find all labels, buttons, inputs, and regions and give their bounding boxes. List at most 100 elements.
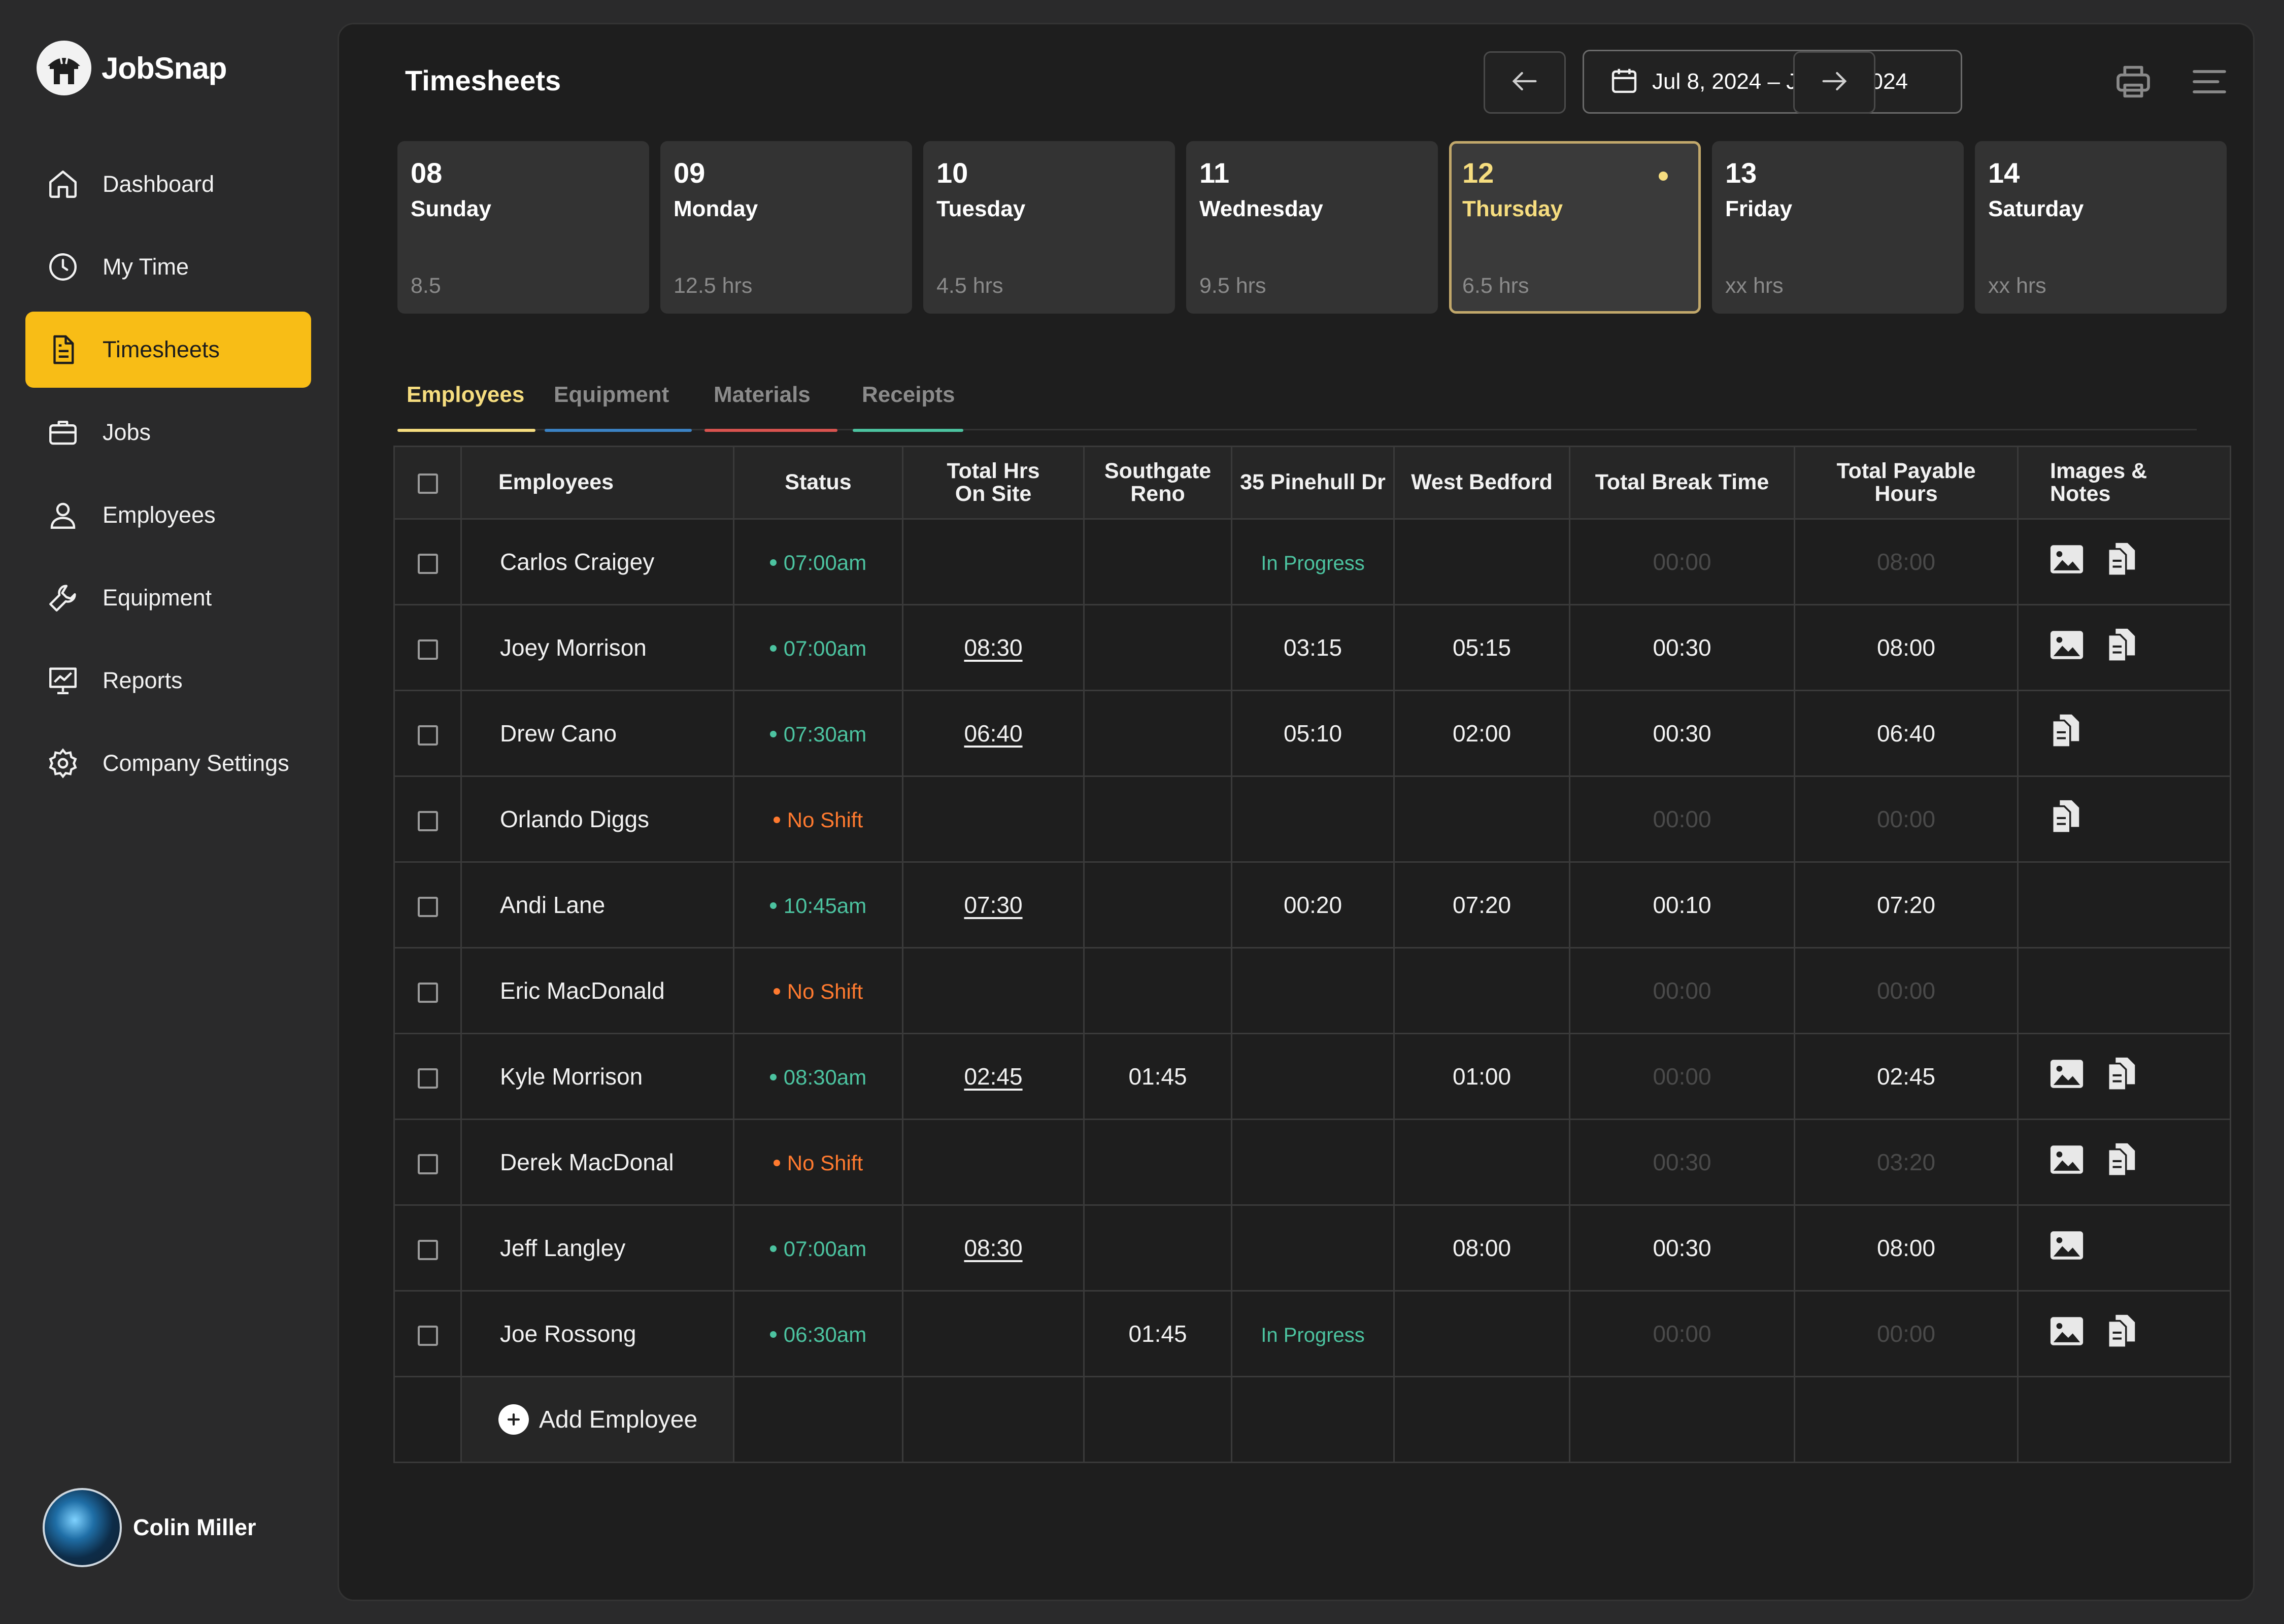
employee-name-cell[interactable]: Orlando Diggs xyxy=(460,775,734,863)
add-employee-label: Add Employee xyxy=(539,1406,698,1433)
notes-icon[interactable] xyxy=(2105,1142,2138,1183)
day-number: 11 xyxy=(1199,157,1230,189)
header-total-break[interactable]: Total Break Time xyxy=(1569,446,1795,520)
select-all-checkbox[interactable] xyxy=(417,473,438,494)
employee-name-cell[interactable]: Eric MacDonald xyxy=(460,947,734,1034)
day-card-tuesday[interactable]: 10 Tuesday 4.5 hrs xyxy=(923,141,1175,314)
table-row[interactable]: Kyle Morrison 08:30am 02:45 01:45 01:00 00:00… xyxy=(393,1033,2231,1120)
notes-icon[interactable] xyxy=(2105,1056,2138,1097)
add-employee-row: Add Employee xyxy=(393,1376,2231,1463)
sidebar-item-label: My Time xyxy=(103,254,189,280)
header-pinehull[interactable]: 35 Pinehull Dr xyxy=(1231,446,1395,520)
employee-name-cell[interactable]: Drew Cano xyxy=(460,690,734,777)
employee-name-cell[interactable]: Joe Rossong xyxy=(460,1290,734,1377)
sidebar-item-company-settings[interactable]: Company Settings xyxy=(25,725,311,801)
employee-name-cell[interactable]: Kyle Morrison xyxy=(460,1033,734,1120)
table-row[interactable]: Derek MacDonal No Shift 00:30 03:20 xyxy=(393,1119,2231,1206)
image-icon[interactable] xyxy=(2049,544,2085,581)
user-profile[interactable]: Colin Miller xyxy=(43,1488,256,1567)
sidebar-item-employees[interactable]: Employees xyxy=(25,477,311,553)
notes-icon[interactable] xyxy=(2049,713,2083,754)
row-checkbox[interactable] xyxy=(417,639,438,660)
tab-receipts[interactable]: Receipts xyxy=(853,357,963,432)
total-hrs-link[interactable]: 07:30 xyxy=(964,892,1023,918)
header-southgate[interactable]: Southgate Reno xyxy=(1083,446,1232,520)
tab-equipment[interactable]: Equipment xyxy=(545,357,692,432)
sidebar-item-equipment[interactable]: Equipment xyxy=(25,560,311,636)
notes-icon[interactable] xyxy=(2105,542,2138,583)
print-button[interactable] xyxy=(2110,60,2156,106)
total-hrs-cell[interactable]: 02:45 xyxy=(902,1033,1085,1120)
day-card-friday[interactable]: 13 Friday xx hrs xyxy=(1712,141,1964,314)
row-checkbox[interactable] xyxy=(417,982,438,1003)
row-checkbox[interactable] xyxy=(417,553,438,574)
employee-name-cell[interactable]: Andi Lane xyxy=(460,861,734,949)
status-cell: No Shift xyxy=(733,1119,903,1206)
employee-name-cell[interactable]: Carlos Craigey xyxy=(460,518,734,605)
sidebar-item-reports[interactable]: Reports xyxy=(25,642,311,719)
image-icon[interactable] xyxy=(2049,1058,2085,1095)
sidebar-item-my-time[interactable]: My Time xyxy=(25,229,311,305)
tab-employees[interactable]: Employees xyxy=(397,357,535,432)
row-checkbox[interactable] xyxy=(417,1154,438,1174)
table-row[interactable]: Andi Lane 10:45am 07:30 00:20 07:20 00:10 07:2… xyxy=(393,861,2231,949)
break-cell-value: 00:30 xyxy=(1653,720,1711,747)
table-row[interactable]: Jeff Langley 07:00am 08:30 08:00 00:30 08:00 xyxy=(393,1204,2231,1292)
employee-name-cell[interactable]: Joey Morrison xyxy=(460,604,734,691)
menu-button[interactable] xyxy=(2187,60,2232,106)
row-checkbox[interactable] xyxy=(417,1068,438,1089)
date-range-picker[interactable]: Jul 8, 2024 – Jul 14, 2024 xyxy=(1583,50,1962,114)
total-hrs-cell[interactable]: 07:30 xyxy=(902,861,1085,949)
app-logo[interactable]: JobSnap xyxy=(37,41,227,95)
table-row[interactable]: Carlos Craigey 07:00am In Progress 00:00 08:… xyxy=(393,518,2231,605)
day-card-saturday[interactable]: 14 Saturday xx hrs xyxy=(1975,141,2227,314)
employee-name-cell[interactable]: Jeff Langley xyxy=(460,1204,734,1292)
row-checkbox[interactable] xyxy=(417,896,438,917)
image-icon[interactable] xyxy=(2049,1230,2085,1267)
day-card-monday[interactable]: 09 Monday 12.5 hrs xyxy=(660,141,912,314)
day-number: 13 xyxy=(1725,157,1757,189)
header-west-bedford[interactable]: West Bedford xyxy=(1393,446,1570,520)
row-checkbox[interactable] xyxy=(417,1239,438,1260)
row-checkbox[interactable] xyxy=(417,1325,438,1346)
image-icon[interactable] xyxy=(2049,629,2085,666)
table-row[interactable]: Joey Morrison 07:00am 08:30 03:15 05:15 00:30… xyxy=(393,604,2231,691)
previous-week-button[interactable] xyxy=(1484,51,1566,114)
total-hrs-link[interactable]: 08:30 xyxy=(964,634,1023,661)
image-icon[interactable] xyxy=(2049,1315,2085,1352)
sidebar-item-dashboard[interactable]: Dashboard xyxy=(25,146,311,222)
break-cell: 00:30 xyxy=(1569,1204,1795,1292)
total-hrs-link[interactable]: 06:40 xyxy=(964,720,1023,747)
employee-name-cell[interactable]: Derek MacDonal xyxy=(460,1119,734,1206)
next-week-button[interactable] xyxy=(1793,51,1875,114)
day-card-thursday[interactable]: 12 Thursday 6.5 hrs xyxy=(1449,141,1701,314)
header-status[interactable]: Status xyxy=(733,446,903,520)
notes-icon[interactable] xyxy=(2105,1313,2138,1355)
header-images-notes[interactable]: Images & Notes xyxy=(2017,446,2231,520)
day-card-sunday[interactable]: 08 Sunday 8.5 xyxy=(397,141,649,314)
header-employees[interactable]: Employees xyxy=(460,446,734,520)
image-icon[interactable] xyxy=(2049,1144,2085,1181)
total-hrs-cell[interactable]: 08:30 xyxy=(902,604,1085,691)
notes-icon[interactable] xyxy=(2105,627,2138,668)
total-hrs-link[interactable]: 02:45 xyxy=(964,1063,1023,1090)
row-checkbox[interactable] xyxy=(417,810,438,831)
header-total-hrs[interactable]: Total Hrs On Site xyxy=(902,446,1085,520)
total-hrs-cell[interactable]: 08:30 xyxy=(902,1204,1085,1292)
tab-materials[interactable]: Materials xyxy=(704,357,837,432)
total-hrs-cell[interactable]: 06:40 xyxy=(902,690,1085,777)
row-checkbox[interactable] xyxy=(417,725,438,746)
total-hrs-link[interactable]: 08:30 xyxy=(964,1235,1023,1261)
header-total-payable[interactable]: Total Payable Hours xyxy=(1794,446,2019,520)
table-row[interactable]: Orlando Diggs No Shift 00:00 00:00 xyxy=(393,775,2231,863)
west-bedford-cell xyxy=(1393,775,1570,863)
sidebar-item-timesheets[interactable]: Timesheets xyxy=(25,312,311,388)
add-employee-button[interactable]: Add Employee xyxy=(460,1376,734,1463)
employee-name: Carlos Craigey xyxy=(500,549,655,575)
table-row[interactable]: Eric MacDonald No Shift 00:00 00:00 xyxy=(393,947,2231,1034)
table-row[interactable]: Drew Cano 07:30am 06:40 05:10 02:00 00:30 06:4… xyxy=(393,690,2231,777)
notes-icon[interactable] xyxy=(2049,799,2083,840)
sidebar-item-jobs[interactable]: Jobs xyxy=(25,394,311,470)
day-card-wednesday[interactable]: 11 Wednesday 9.5 hrs xyxy=(1186,141,1438,314)
table-row[interactable]: Joe Rossong 06:30am 01:45 In Progress 00:00 0… xyxy=(393,1290,2231,1377)
